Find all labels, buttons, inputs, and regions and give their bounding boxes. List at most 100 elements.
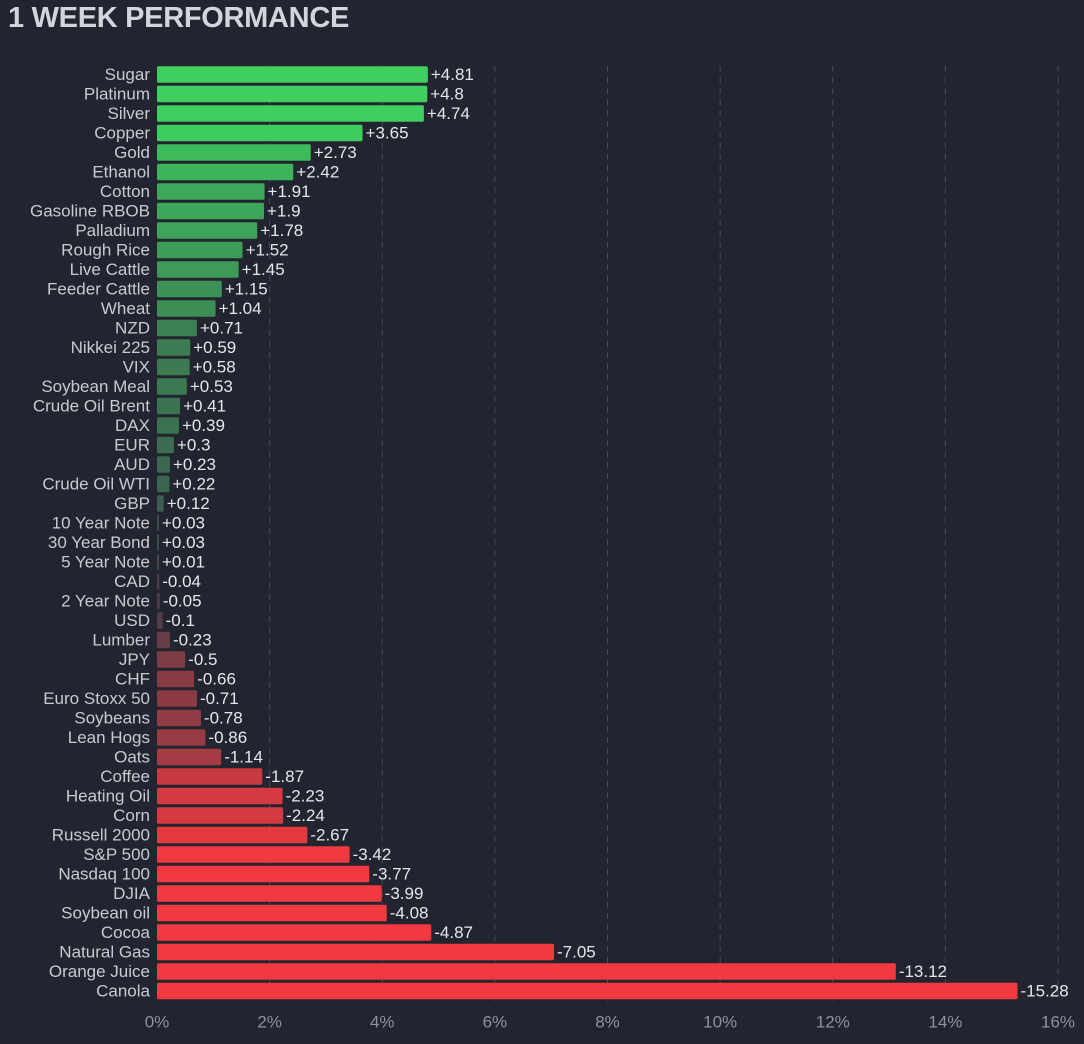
category-label: Cocoa [101, 923, 151, 942]
bar [157, 85, 428, 103]
value-label: +4.8 [430, 84, 464, 103]
value-label: +0.41 [183, 396, 226, 415]
x-tick-label: 14% [928, 1012, 962, 1031]
value-label: -0.66 [197, 669, 236, 688]
grid-lines [269, 66, 1059, 1002]
bar [157, 924, 432, 941]
value-label: +2.42 [296, 162, 339, 181]
bar [157, 651, 186, 668]
category-label: Soybean oil [61, 903, 150, 922]
value-labels: +4.81+4.8+4.74+3.65+2.73+2.42+1.91+1.9+1… [162, 65, 1069, 1001]
x-tick-label: 4% [370, 1012, 395, 1031]
value-label: -0.1 [166, 611, 195, 630]
category-label: Coffee [100, 767, 150, 786]
category-label: Canola [96, 981, 150, 1000]
category-label: JPY [119, 650, 150, 669]
value-label: -0.04 [162, 572, 201, 591]
bar [157, 202, 264, 220]
value-label: +0.71 [200, 318, 243, 337]
value-label: -4.87 [434, 923, 473, 942]
category-label: Lumber [92, 630, 150, 649]
chart-title: 1 WEEK PERFORMANCE [8, 2, 350, 34]
bar [157, 943, 555, 961]
value-label: -2.67 [310, 825, 349, 844]
category-label: Copper [94, 123, 150, 142]
category-label: Russell 2000 [52, 825, 150, 844]
value-label: -3.77 [372, 864, 411, 883]
category-label: Heating Oil [66, 786, 150, 805]
category-label: Platinum [84, 84, 150, 103]
value-label: +1.04 [219, 299, 262, 318]
value-label: -15.28 [1020, 981, 1068, 1000]
value-label: +0.12 [167, 494, 210, 513]
value-label: +1.45 [242, 260, 285, 279]
value-label: +1.78 [260, 221, 303, 240]
x-tick-label: 12% [816, 1012, 850, 1031]
category-label: AUD [114, 455, 150, 474]
category-label: Palladium [75, 221, 150, 240]
bar [157, 436, 174, 454]
bar [157, 534, 159, 551]
value-label: +0.59 [193, 338, 236, 357]
category-labels: SugarPlatinumSilverCopperGoldEthanolCott… [30, 65, 151, 1001]
bar [157, 904, 387, 922]
category-label: 10 Year Note [52, 513, 150, 532]
value-label: -13.12 [899, 962, 947, 981]
bar [157, 163, 294, 181]
bar [157, 709, 201, 727]
category-label: Soybeans [74, 708, 150, 727]
bar [157, 124, 363, 142]
category-label: Corn [113, 806, 150, 825]
category-label: Soybean Meal [41, 377, 150, 396]
category-label: CAD [114, 572, 150, 591]
bar [157, 846, 350, 863]
value-label: +4.81 [431, 65, 474, 84]
bar [157, 885, 382, 902]
category-label: VIX [123, 357, 150, 376]
value-label: -0.5 [188, 650, 217, 669]
bar [157, 729, 206, 746]
x-tick-label: 0% [145, 1012, 170, 1031]
value-label: +0.3 [177, 435, 211, 454]
value-label: -0.71 [200, 689, 239, 708]
value-label: +0.53 [190, 377, 233, 396]
value-label: -0.86 [208, 728, 247, 747]
bar [157, 241, 243, 259]
value-label: +0.39 [182, 416, 225, 435]
value-label: -2.23 [286, 786, 325, 805]
bar [157, 456, 170, 473]
category-label: Silver [107, 104, 150, 123]
x-axis-ticks: 0% 2% 4% 6% 8% 10% 12% 14% 16% [145, 1012, 1075, 1031]
bars [157, 66, 1018, 1000]
category-label: Oats [114, 747, 150, 766]
value-label: +0.22 [172, 474, 215, 493]
category-label: Gasoline RBOB [30, 201, 150, 220]
bar [157, 768, 263, 785]
bar [157, 748, 222, 766]
category-label: 30 Year Bond [48, 533, 150, 552]
category-label: Feeder Cattle [47, 279, 150, 298]
value-label: -0.05 [163, 591, 202, 610]
bar [157, 397, 181, 415]
bar [157, 670, 195, 688]
bar [157, 319, 197, 337]
category-label: Lean Hogs [68, 728, 150, 747]
value-label: -2.24 [286, 806, 325, 825]
value-label: +1.52 [246, 240, 289, 259]
value-label: +0.58 [193, 357, 236, 376]
bar [157, 183, 265, 200]
bar [157, 807, 284, 824]
value-label: +0.03 [162, 533, 205, 552]
bar [157, 553, 159, 571]
bar [157, 66, 428, 83]
category-label: EUR [114, 435, 150, 454]
bar [157, 378, 187, 395]
value-label: +4.74 [427, 104, 470, 123]
value-label: +3.65 [366, 123, 409, 142]
bar [157, 222, 258, 239]
value-label: +0.01 [162, 552, 205, 571]
category-label: Nasdaq 100 [58, 864, 150, 883]
bar [157, 631, 170, 649]
category-label: Gold [114, 143, 150, 162]
